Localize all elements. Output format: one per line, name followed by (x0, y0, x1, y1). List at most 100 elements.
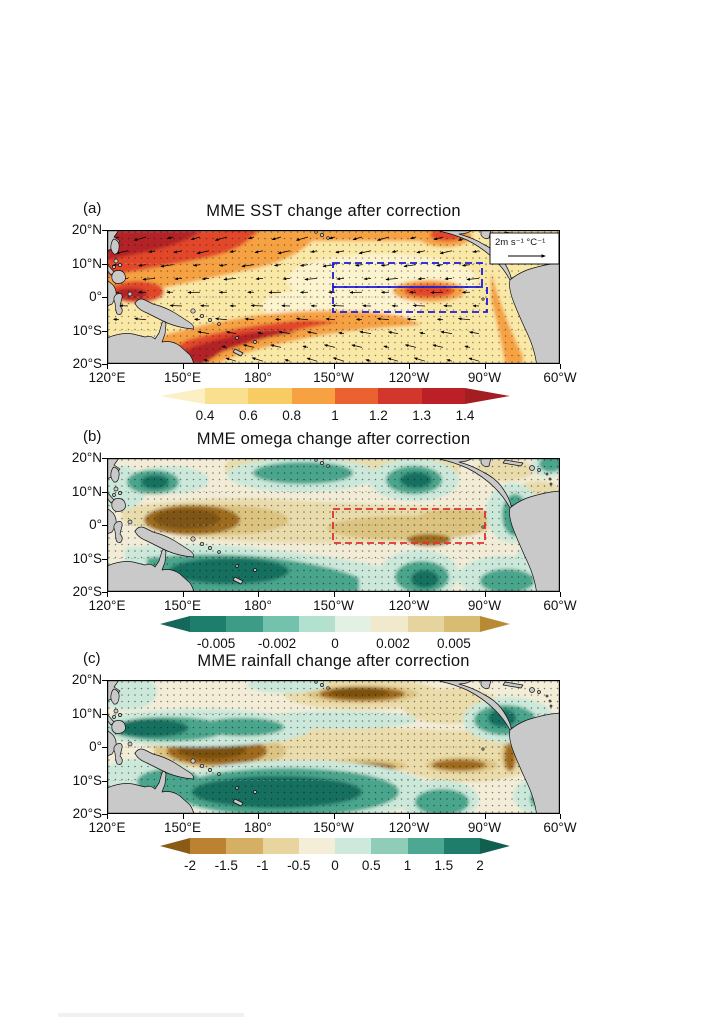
lat-label: 10°N (71, 255, 102, 271)
panel-c-letter: (c) (83, 650, 101, 667)
colorbar-arrow-left (160, 616, 190, 632)
lon-label: 60°W (543, 820, 577, 835)
stippling (107, 680, 560, 814)
colorbar-tick-label: 0 (331, 858, 339, 873)
colorbar-segment (443, 616, 480, 632)
lon-label: 150°E (164, 370, 201, 385)
colorbar-segment (335, 616, 372, 632)
colorbar-tick-label: 0 (331, 636, 339, 651)
colorbar-tick-label: 1 (331, 408, 339, 423)
lon-label: 90°W (467, 820, 502, 835)
colorbar-segment (205, 388, 249, 404)
lon-tick (560, 364, 561, 369)
map-b (107, 458, 560, 592)
colorbar-arrow-right (480, 838, 510, 854)
lon-tick (560, 814, 561, 819)
lon-label: 120°E (88, 370, 126, 385)
colorbar-segment (291, 388, 335, 404)
lat-label: 0° (89, 517, 102, 532)
panel-b-letter: (b) (83, 428, 102, 445)
colorbar-segment (371, 616, 408, 632)
panel-c-title: MME rainfall change after correction (197, 652, 470, 670)
colorbar-segment (407, 838, 444, 854)
vector-scale-legend: 2m s⁻¹ °C⁻¹ (489, 232, 560, 265)
colorbar-tick-label: 2 (476, 858, 484, 873)
colorbar-segment (421, 388, 465, 404)
lat-tick (102, 364, 107, 365)
lon-tick (182, 364, 184, 369)
wind-vectors (107, 236, 480, 362)
lon-label: 150°E (164, 820, 201, 835)
map-border (107, 680, 560, 814)
colorbar-segment (378, 388, 422, 404)
lon-tick (107, 592, 108, 597)
lat-label: 20°S (72, 356, 102, 371)
lon-tick (484, 592, 486, 597)
cropped-bottom-bar (58, 1013, 244, 1017)
colorbar-tick-label: 0.5 (361, 858, 381, 873)
lat-label: 20°N (71, 672, 102, 687)
colorbar-segment (248, 388, 292, 404)
colorbar-segment (334, 388, 379, 404)
colorbar-segment (298, 616, 335, 632)
lat-label: 20°N (71, 222, 102, 237)
colorbar-segment (298, 838, 335, 854)
lat-label: 10°N (71, 483, 102, 499)
map-c (107, 680, 560, 814)
colorbar-tick-label: 0.8 (282, 408, 301, 423)
map-border (107, 230, 560, 364)
lon-tick (484, 364, 486, 369)
lon-label: 90°W (467, 370, 502, 385)
colorbar-arrow-left (160, 838, 190, 854)
lon-label: 180° (244, 820, 272, 835)
lat-label: 20°N (71, 450, 102, 465)
lat-tick (102, 491, 107, 493)
lat-tick (102, 458, 107, 459)
lon-tick (258, 814, 259, 819)
lon-label: 90°W (467, 598, 502, 613)
lon-label: 60°W (543, 370, 577, 385)
colorbar-tick-label: 0.6 (239, 408, 258, 423)
colorbar-segment (262, 616, 299, 632)
colorbar-c (160, 838, 510, 854)
map-border (107, 458, 560, 592)
lat-label: 20°S (72, 584, 102, 599)
lat-tick (102, 330, 107, 332)
colorbar-arrow-left (160, 388, 205, 404)
lat-tick (102, 680, 107, 681)
lat-tick (102, 297, 107, 298)
lon-label: 180° (244, 598, 272, 613)
colorbar-segment (226, 616, 263, 632)
colorbar-segment (190, 838, 227, 854)
colorbar-tick-label: 1.2 (369, 408, 388, 423)
blue-dashed-boxes (332, 262, 488, 313)
lon-tick (333, 364, 335, 369)
lon-tick (409, 814, 410, 819)
colorbar-tick-label: -0.005 (196, 636, 236, 651)
colorbar-tick-label: 0.005 (436, 636, 471, 651)
colorbar-arrow-right (480, 616, 510, 632)
lon-tick (484, 814, 486, 819)
lon-tick (182, 592, 184, 597)
colorbar-segment (371, 838, 408, 854)
lat-tick (102, 558, 107, 560)
lon-tick (182, 814, 184, 819)
colorbar-tick-label: 1.3 (412, 408, 431, 423)
lon-tick (409, 592, 410, 597)
colorbar-tick-label: -1 (256, 858, 269, 873)
lon-tick (560, 592, 561, 597)
lat-label: 10°S (72, 772, 102, 788)
colorbar-a (160, 388, 510, 404)
lon-tick (258, 592, 259, 597)
lon-label: 120°W (388, 820, 430, 835)
colorbar-segment (190, 616, 227, 632)
lon-label: 120°W (388, 370, 430, 385)
colorbar-segment (262, 838, 299, 854)
lat-label: 10°S (72, 322, 102, 338)
lat-tick (102, 525, 107, 526)
lat-tick (102, 814, 107, 815)
lat-tick (102, 592, 107, 593)
lat-label: 0° (89, 739, 102, 754)
red-dashed-box (332, 508, 486, 544)
